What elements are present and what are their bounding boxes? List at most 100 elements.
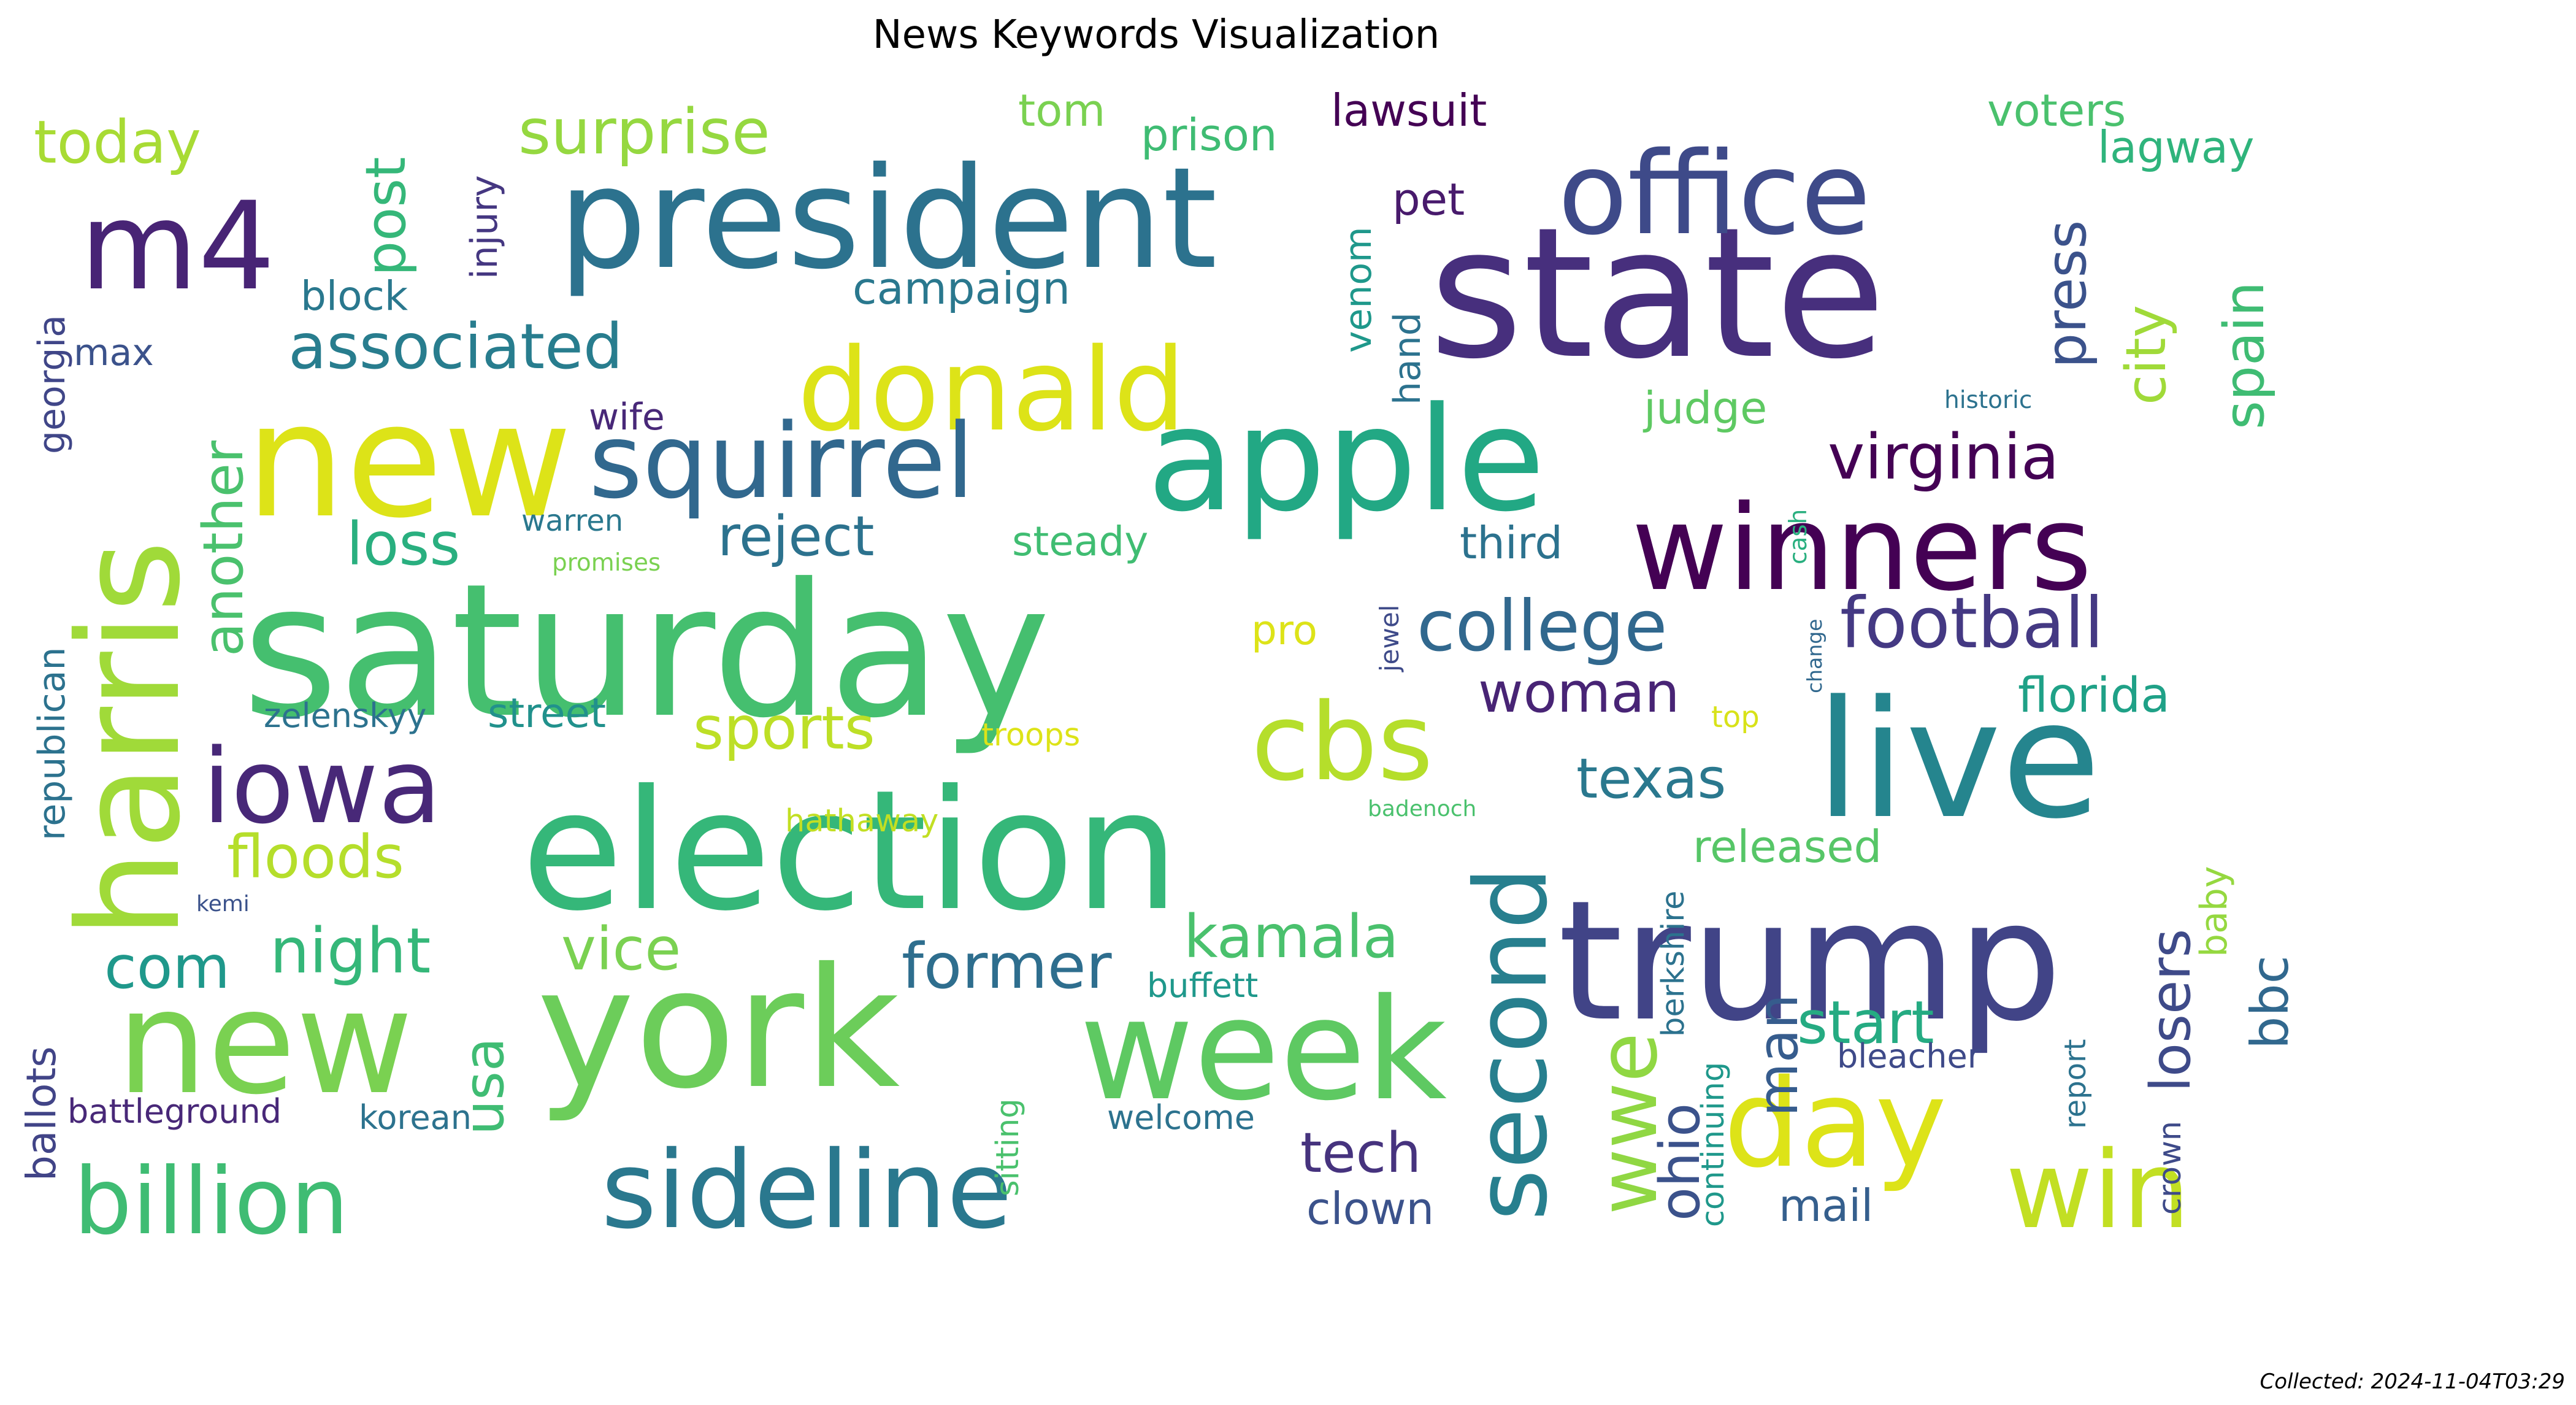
word-donald: donald [797, 323, 1186, 456]
word-buffett: buffett [1147, 966, 1258, 1005]
word-another: another [191, 441, 256, 656]
word-georgia: georgia [31, 315, 74, 454]
word-state: state [1429, 189, 1886, 399]
word-york: york [537, 932, 900, 1125]
word-new: new [245, 369, 572, 553]
word-iowa: iowa [202, 726, 442, 847]
word-kamala: kamala [1184, 903, 1399, 971]
word-press: press [2034, 220, 2099, 368]
word-trump: trump [1558, 864, 2062, 1058]
word-day: day [1723, 1053, 1947, 1195]
word-florida: florida [2018, 668, 2170, 723]
word-injury: injury [463, 175, 506, 279]
word-pro: pro [1251, 607, 1317, 654]
collected-timestamp: Collected: 2024-11-04T03:29 [2260, 1369, 2565, 1394]
word-promises: promises [552, 549, 661, 577]
word-virginia: virginia [1828, 421, 2059, 494]
word-m4: m4 [80, 175, 275, 317]
word-associated: associated [288, 310, 623, 383]
word-surprise: surprise [518, 96, 770, 169]
word-sitting: sitting [990, 1098, 1026, 1196]
word-bbc: bbc [2240, 955, 2300, 1049]
word-jewel: jewel [1374, 605, 1405, 672]
word-max: max [74, 331, 154, 374]
word-win: win [2006, 1128, 2190, 1253]
word-week: week [1079, 968, 1447, 1131]
word-losers: losers [2139, 929, 2203, 1092]
word-mail: mail [1779, 1180, 1873, 1231]
word-bleacher: bleacher [1837, 1037, 1982, 1076]
word-clown: clown [1306, 1183, 1434, 1234]
word-troops: troops [981, 717, 1080, 753]
word-tech: tech [1300, 1121, 1421, 1185]
word-saturday: saturday [242, 544, 1051, 758]
word-floods: floods [227, 823, 404, 891]
word-election: election [521, 754, 1179, 947]
word-ballots: ballots [18, 1046, 65, 1181]
word-vice: vice [561, 915, 681, 984]
word-warren: warren [521, 504, 623, 538]
word-hand: hand [1386, 312, 1429, 405]
word-lawsuit: lawsuit [1331, 85, 1487, 136]
word-welcome: welcome [1107, 1098, 1255, 1137]
word-wwe: wwe [1581, 1033, 1676, 1215]
word-apple: apple [1147, 377, 1545, 544]
word-office: office [1558, 127, 1871, 260]
word-baby: baby [2193, 866, 2236, 957]
word-reject: reject [718, 504, 875, 569]
word-president: president [558, 137, 1217, 300]
word-street: street [488, 690, 606, 737]
word-winners: winners [1631, 480, 2092, 617]
word-change: change [1803, 619, 1827, 693]
word-block: block [301, 272, 408, 320]
word-sports: sports [693, 694, 875, 763]
word-cash: cash [1785, 509, 1812, 564]
word-berkshire: berkshire [1655, 890, 1692, 1037]
word-billion: billion [74, 1149, 349, 1255]
word-spain: spain [2212, 282, 2277, 429]
word-texas: texas [1576, 747, 1726, 811]
word-live: live [1815, 666, 2101, 855]
word-prison: prison [1141, 109, 1278, 161]
word-night: night [270, 915, 431, 988]
word-kemi: kemi [196, 891, 250, 917]
word-man: man [1746, 994, 1811, 1117]
word-ohio: ohio [1648, 1103, 1712, 1221]
word-voters: voters [1987, 85, 2126, 136]
word-wife: wife [589, 396, 665, 439]
word-former: former [902, 930, 1112, 1003]
word-battleground: battleground [67, 1092, 282, 1131]
word-continuing: continuing [1695, 1062, 1731, 1227]
word-harris: harris [48, 540, 211, 939]
word-woman: woman [1478, 661, 1680, 725]
word-republican: republican [31, 647, 74, 841]
word-hathaway: hathaway [785, 803, 938, 839]
word-loss: loss [347, 510, 460, 579]
word-new: new [117, 960, 413, 1126]
word-campaign: campaign [853, 263, 1070, 314]
word-city: city [2114, 305, 2179, 405]
word-report: report [2058, 1039, 2093, 1129]
word-usa: usa [452, 1037, 516, 1135]
word-third: third [1460, 517, 1563, 569]
word-lagway: lagway [2098, 121, 2254, 173]
word-korean: korean [359, 1098, 472, 1137]
word-today: today [34, 108, 201, 177]
word-post: post [354, 157, 418, 276]
word-cbs: cbs [1251, 680, 1433, 805]
word-tom: tom [1018, 85, 1105, 136]
word-historic: historic [1944, 387, 2032, 414]
word-top: top [1711, 700, 1760, 734]
word-released: released [1693, 821, 1882, 872]
word-zelenskyy: zelenskyy [264, 696, 426, 735]
word-squirrel: squirrel [589, 401, 975, 522]
word-judge: judge [1643, 382, 1767, 434]
word-second: second [1454, 866, 1570, 1221]
word-sideline: sideline [601, 1128, 1013, 1253]
word-college: college [1417, 585, 1667, 667]
word-com: com [104, 933, 230, 1002]
word-crown: crown [2152, 1121, 2188, 1215]
word-pet: pet [1392, 174, 1465, 225]
word-venom: venom [1337, 226, 1380, 353]
